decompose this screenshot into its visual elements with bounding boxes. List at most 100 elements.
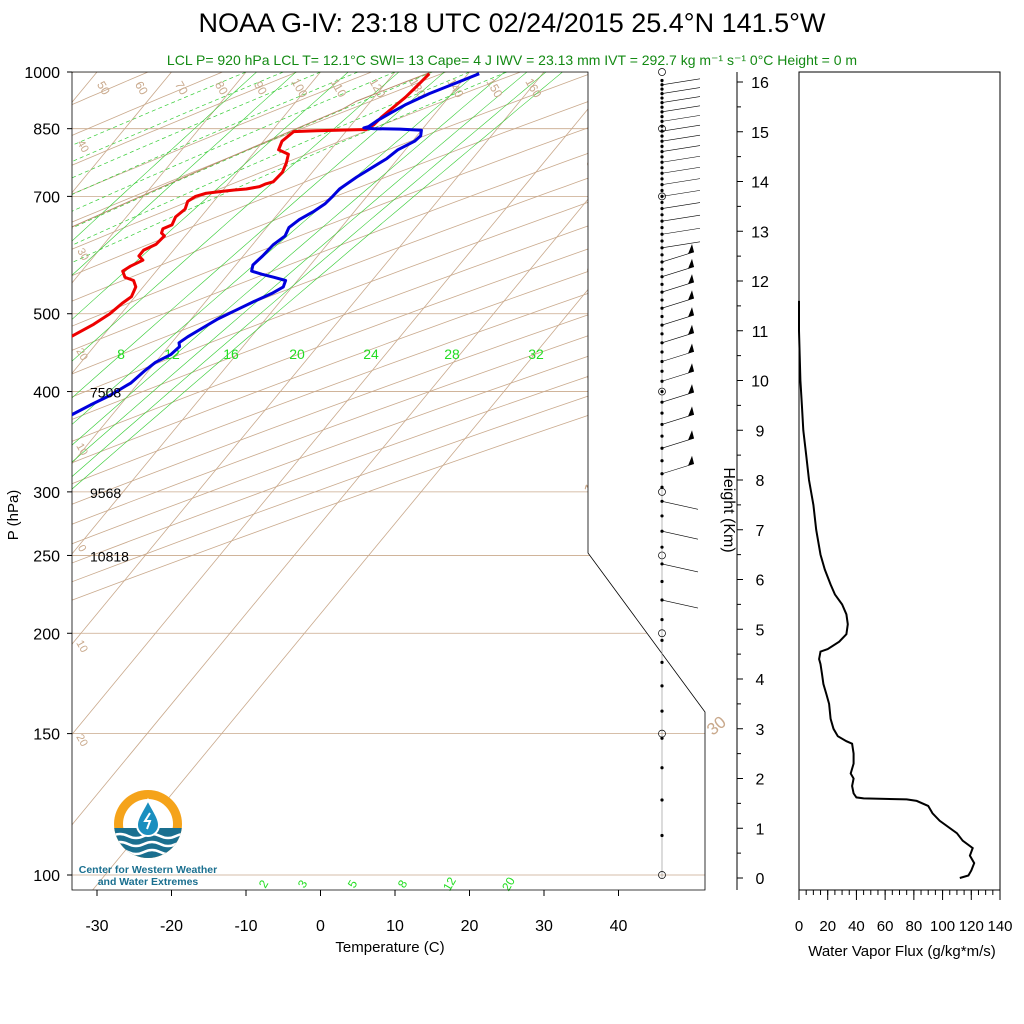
flux-x-tick-label: 20 [819,918,836,935]
wind-barb [660,200,664,205]
dry-adiabat-label: 160 [522,76,544,101]
wind-calm-circle [658,551,666,560]
dry-adiabat-label: 120 [366,76,388,101]
isotherm-line [72,72,173,194]
wind-barb [660,87,664,91]
wind-barb [661,241,701,249]
flux-x-tick-label: 40 [848,918,865,935]
wind-calm-circle [658,729,666,738]
wind-barb [660,350,664,354]
wind-barb [660,134,664,138]
height-tick-label: 6 [756,573,765,590]
wind-barb [660,96,664,100]
wind-barb [688,406,694,417]
mixing-ratio-line [72,72,563,490]
dry-adiabat [72,72,299,166]
mixing-ratio-label: 32 [528,346,544,362]
height-axis-label: Height (Km) [720,467,737,552]
wind-barb [661,145,701,152]
dry-adiabat [72,160,705,398]
flux-x-tick-label: 60 [877,918,894,935]
plot-mask [588,72,705,890]
dry-adiabat [72,72,150,106]
dry-adiabat-label: 80 [212,79,231,98]
mixing-ratio-line [72,72,479,425]
logo-text-line2: and Water Extremes [97,876,199,888]
mixing-ratio-label: 2 [256,877,272,890]
flux-x-tick-label: 140 [987,918,1012,935]
wind-calm-circle [658,387,666,396]
isotherm-label: 0 [75,543,88,554]
isotherm-label: 30 [703,712,730,739]
isotherm-label: 40 [74,138,91,155]
wind-calm-circle [658,192,666,201]
mixing-ratio-label: 28 [444,346,460,362]
mixing-ratio-label: 20 [499,874,518,893]
isotherm-line [72,72,247,284]
x-axis-label: Temperature (C) [335,939,444,956]
wind-barb [660,798,664,802]
logo-text-line1: Center for Western Weather [78,864,218,876]
dry-adiabat [72,72,448,223]
mixing-ratio-label: 24 [363,346,379,362]
wind-barb [688,455,694,466]
isotherm-label: 30 [74,246,91,263]
wind-barb [688,343,694,354]
y-tick-label: 250 [33,548,60,565]
mixing-ratio-line [72,72,399,362]
flux-x-axis-label: Water Vapor Flux (g/kg*m/s) [808,943,996,960]
x-tick-label: 30 [535,918,553,935]
wind-barb [660,282,664,286]
height-tick-label: 12 [751,274,769,291]
height-tick-label: 4 [756,672,765,689]
wind-barb [661,530,699,540]
height-tick-label: 11 [752,324,769,341]
wind-barb [660,105,664,109]
wind-barb [660,660,664,664]
height-tick-label: 8 [756,473,765,490]
wind-barb [661,178,701,185]
isotherm-line [72,72,620,736]
isotherm-label: 20 [73,732,90,749]
x-tick-label: 10 [386,918,404,935]
dry-adiabat [72,111,705,351]
height-tick-label: 9 [756,423,765,440]
y-tick-label: 400 [33,385,60,402]
wind-barb [688,258,694,269]
moist-adiabat [72,72,470,246]
wind-barb [661,227,701,235]
mixing-ratio-label: 8 [395,877,411,890]
wind-barb [660,485,664,489]
dry-adiabat [72,72,224,136]
wind-barb [660,188,664,193]
wind-barb [661,96,701,103]
isotherm-line [72,72,322,374]
wind-barb [660,144,664,148]
mixing-ratio-label: 3 [295,877,311,890]
wind-barb [660,709,664,713]
isotherm-label: 20 [73,346,90,363]
wind-barbs [658,68,701,879]
wind-barb [688,384,694,395]
dry-adiabat-label: 50 [94,79,113,98]
isotherm-line [0,39,50,912]
moist-adiabat [72,72,433,229]
wind-barb [660,684,664,688]
x-tick-label: 0 [316,918,325,935]
mixing-ratio-label: 12 [440,874,459,893]
wind-barb [660,267,664,271]
water-drop-sun-icon [114,790,182,858]
moist-adiabat [72,72,321,179]
mixing-ratio-label: 5 [345,877,361,890]
wind-barb [688,243,694,254]
dry-adiabat [72,375,705,601]
dry-adiabat [72,336,705,564]
moist-adiabat [72,72,396,212]
wind-barb [660,177,664,181]
wind-barb [660,514,664,518]
dry-adiabat [72,72,597,277]
wind-barb [661,501,699,510]
dry-adiabat-label: 110 [328,76,350,100]
dewpoint-line [72,72,480,417]
